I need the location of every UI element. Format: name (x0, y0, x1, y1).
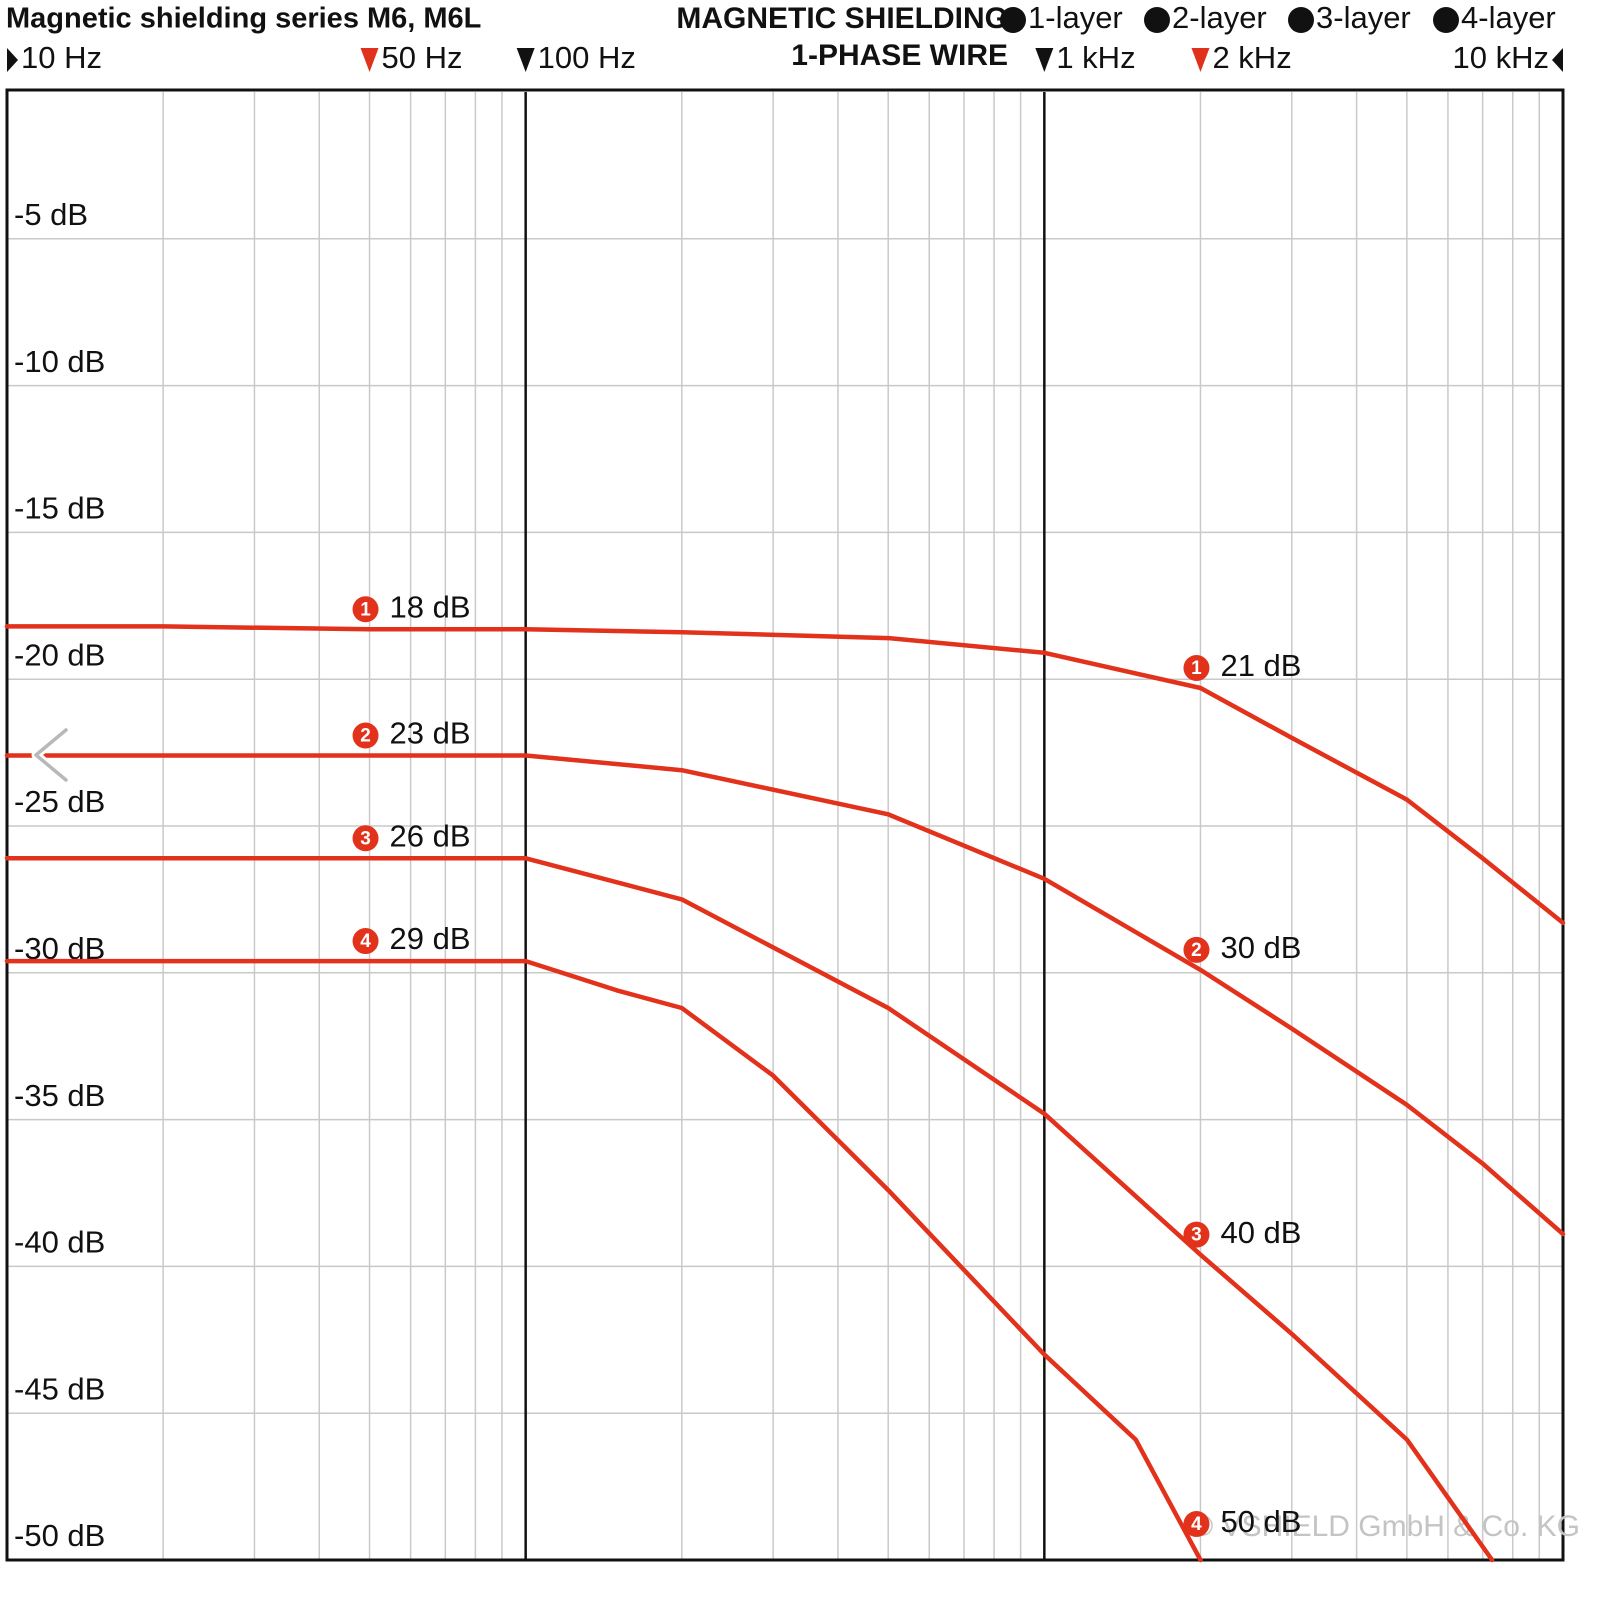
chart-title: Magnetic shielding series M6, M6L (6, 3, 481, 35)
tick-marker (516, 48, 535, 72)
annotation-label: 50 dB (1220, 1504, 1301, 1539)
y-tick-label: -45 dB (14, 1371, 105, 1406)
y-tick-label: -50 dB (14, 1518, 105, 1553)
y-tick-label: -15 dB (14, 491, 105, 526)
annotation-marker (1183, 1511, 1210, 1537)
tick-marker (7, 48, 18, 72)
legend-marker (1288, 7, 1314, 33)
legend-label: 1-layer (1028, 0, 1123, 35)
legend-marker (1433, 7, 1459, 33)
annotation-marker (1183, 655, 1210, 682)
annotation-marker-number: 4 (1191, 1514, 1202, 1535)
legend-marker (1144, 7, 1170, 33)
annotation-marker-number: 1 (1191, 658, 1202, 679)
legend-label: 2-layer (1172, 0, 1267, 35)
series-line (4, 624, 1566, 926)
chart-subtitle: MAGNETIC SHIELDING (676, 2, 1008, 35)
y-tick-label: -35 dB (14, 1078, 105, 1113)
x-tick-label: 10 Hz (21, 40, 102, 75)
annotation-marker (1183, 936, 1210, 963)
legend-label: 4-layer (1461, 0, 1556, 35)
annotation-marker (352, 596, 379, 623)
annotation-marker-number: 4 (360, 931, 371, 952)
annotation-marker (1183, 1221, 1210, 1248)
tick-marker (1552, 48, 1563, 72)
x-tick-label: 1 kHz (1056, 40, 1135, 75)
annotation-label: 26 dB (390, 818, 471, 853)
series-line (4, 856, 1495, 1563)
tick-marker (1191, 48, 1210, 72)
annotation-label: 21 dB (1220, 648, 1301, 683)
legend-marker (1000, 7, 1026, 33)
annotation-marker-number: 2 (360, 726, 371, 747)
plot-frame (5, 88, 1565, 1562)
tick-marker (1035, 48, 1054, 72)
x-tick-label: 2 kHz (1212, 40, 1291, 75)
watermark: © VSHIELD GmbH & Co. KG (1191, 1510, 1580, 1543)
y-tick-label: -5 dB (14, 197, 88, 232)
annotation-label: 18 dB (390, 589, 471, 624)
y-tick-label: -25 dB (14, 784, 105, 819)
x-tick-label: 100 Hz (538, 40, 636, 75)
annotation-label: 23 dB (390, 716, 471, 751)
annotation-marker-number: 3 (1191, 1225, 1202, 1246)
x-tick-label: 10 kHz (1453, 40, 1549, 75)
legend-marker-number: 3 (1296, 10, 1307, 31)
legend-marker-number: 4 (1441, 10, 1452, 31)
legend-label: 3-layer (1316, 0, 1411, 35)
annotation-marker-number: 2 (1191, 940, 1202, 961)
series-line (4, 753, 1566, 1237)
y-tick-label: -40 dB (14, 1225, 105, 1260)
annotation-marker-number: 3 (360, 828, 371, 849)
annotation-label: 29 dB (390, 921, 471, 956)
back-chevron (34, 728, 68, 782)
chart-subtitle: 1-PHASE WIRE (791, 39, 1008, 72)
legend-marker-number: 2 (1152, 10, 1163, 31)
y-tick-label: -20 dB (14, 637, 105, 672)
annotation-marker (352, 928, 379, 955)
annotation-marker-number: 1 (360, 599, 371, 620)
annotation-marker (352, 722, 379, 749)
legend-marker-number: 1 (1008, 10, 1019, 31)
annotation-label: 40 dB (1220, 1215, 1301, 1250)
x-tick-label: 50 Hz (382, 40, 463, 75)
y-tick-label: -10 dB (14, 344, 105, 379)
tick-marker (360, 48, 379, 72)
annotation-marker (352, 825, 379, 852)
series-line (4, 958, 1203, 1563)
annotation-label: 30 dB (1220, 930, 1301, 965)
